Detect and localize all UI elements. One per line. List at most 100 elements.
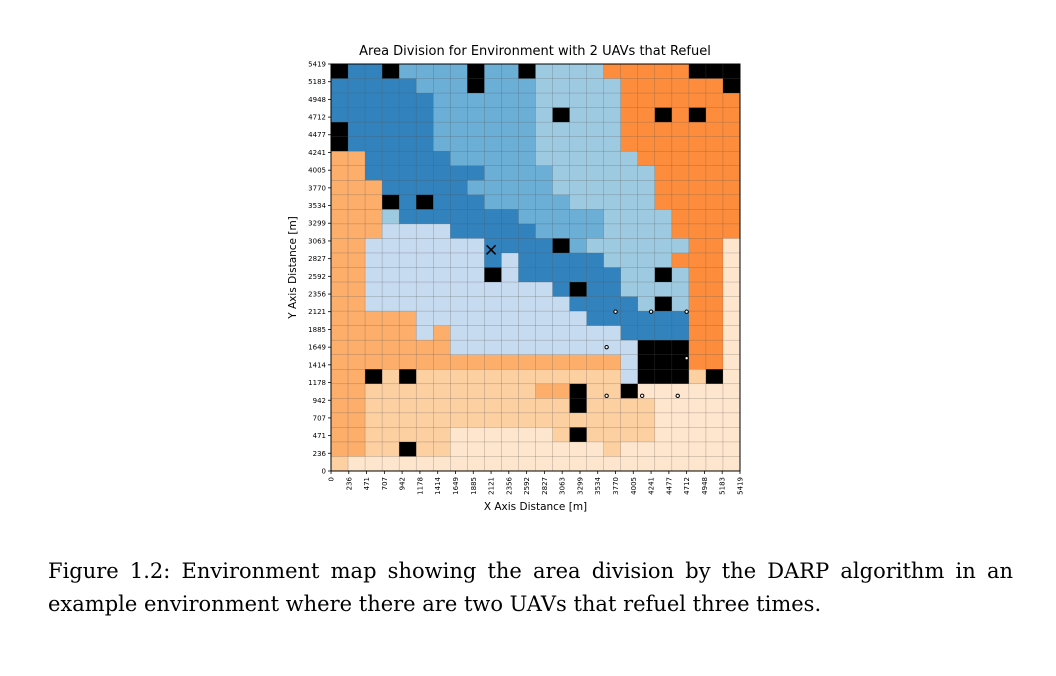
region-cell: [552, 398, 570, 414]
region-cell: [569, 441, 587, 457]
region-cell: [552, 412, 570, 428]
region-cell: [569, 78, 587, 94]
region-cell: [705, 441, 724, 457]
region-cell: [671, 223, 690, 239]
region-cell: [399, 252, 417, 268]
region-cell: [535, 107, 553, 123]
region-cell: [399, 165, 417, 181]
obstacle-cell: [569, 427, 587, 443]
region-cell: [467, 383, 485, 399]
region-cell: [671, 252, 690, 268]
figure-caption: Figure 1.2: Environment map showing the …: [48, 559, 1013, 616]
region-cell: [331, 412, 349, 428]
region-cell: [586, 456, 604, 472]
obstacle-cell: [688, 107, 707, 123]
region-cell: [416, 151, 434, 167]
region-cell: [535, 78, 553, 94]
region-cell: [365, 78, 383, 94]
region-cell: [416, 107, 434, 123]
region-cell: [399, 296, 417, 312]
region-cell: [552, 427, 570, 443]
region-cell: [365, 296, 383, 312]
refuel-point: [613, 309, 618, 314]
region-cell: [535, 398, 553, 414]
x-tick-label: 3299: [576, 477, 584, 495]
region-cell: [535, 369, 553, 385]
x-tick-label: 707: [381, 477, 389, 490]
region-cell: [654, 427, 673, 443]
region-cell: [484, 209, 502, 225]
region-cell: [722, 252, 741, 268]
region-cell: [450, 64, 468, 79]
region-cell: [671, 64, 690, 79]
region-cell: [671, 456, 690, 472]
region-cell: [484, 238, 502, 254]
region-cell: [722, 282, 741, 297]
region-cell: [654, 165, 673, 181]
region-cell: [722, 136, 741, 152]
region-cell: [637, 311, 656, 326]
region-cell: [433, 107, 451, 123]
refuel-point: [684, 309, 689, 314]
x-tick-label: 471: [363, 477, 371, 490]
region-cell: [569, 209, 587, 225]
region-cell: [671, 194, 690, 210]
region-cell: [365, 340, 383, 356]
region-cell: [705, 136, 724, 152]
region-cell: [518, 383, 536, 399]
region-cell: [705, 151, 724, 167]
region-cell: [467, 238, 485, 254]
region-cell: [484, 340, 502, 356]
region-cell: [433, 369, 451, 385]
region-cell: [705, 383, 724, 399]
region-cell: [637, 122, 656, 137]
region-cell: [365, 325, 383, 341]
region-cell: [382, 267, 400, 283]
region-cell: [603, 238, 622, 254]
region-cell: [620, 64, 639, 79]
region-cell: [433, 354, 451, 370]
obstacle-cell: [637, 340, 656, 356]
obstacle-cell: [399, 441, 417, 457]
region-cell: [433, 282, 451, 297]
region-cell: [518, 238, 536, 254]
region-cell: [722, 209, 741, 225]
region-cell: [501, 223, 519, 239]
region-cell: [348, 354, 366, 370]
y-tick-label: 4005: [308, 167, 326, 175]
region-cell: [603, 398, 622, 414]
region-cell: [450, 136, 468, 152]
region-cell: [620, 427, 639, 443]
region-cell: [552, 165, 570, 181]
region-cell: [654, 209, 673, 225]
obstacle-cell: [654, 340, 673, 356]
region-cell: [467, 209, 485, 225]
region-cell: [501, 252, 519, 268]
region-cell: [331, 209, 349, 225]
region-cell: [688, 340, 707, 356]
y-tick-label: 236: [313, 450, 327, 458]
region-cell: [501, 296, 519, 312]
region-cell: [484, 223, 502, 239]
x-tick-label: 1178: [416, 477, 424, 495]
region-cell: [722, 267, 741, 283]
region-cell: [637, 325, 656, 341]
region-cell: [348, 427, 366, 443]
obstacle-cell: [484, 267, 502, 283]
region-cell: [518, 136, 536, 152]
refuel-point: [648, 309, 654, 314]
region-cell: [552, 78, 570, 94]
region-cell: [450, 398, 468, 414]
region-cell: [569, 165, 587, 181]
region-cell: [433, 209, 451, 225]
region-cell: [365, 456, 383, 472]
markers-layer: [486, 244, 689, 399]
region-cell: [450, 194, 468, 210]
region-cell: [552, 180, 570, 196]
x-tick-label: 236: [345, 476, 353, 490]
region-cell: [450, 209, 468, 225]
region-cell: [705, 194, 724, 210]
region-cell: [671, 296, 690, 312]
region-cell: [518, 354, 536, 370]
region-cell: [348, 311, 366, 326]
